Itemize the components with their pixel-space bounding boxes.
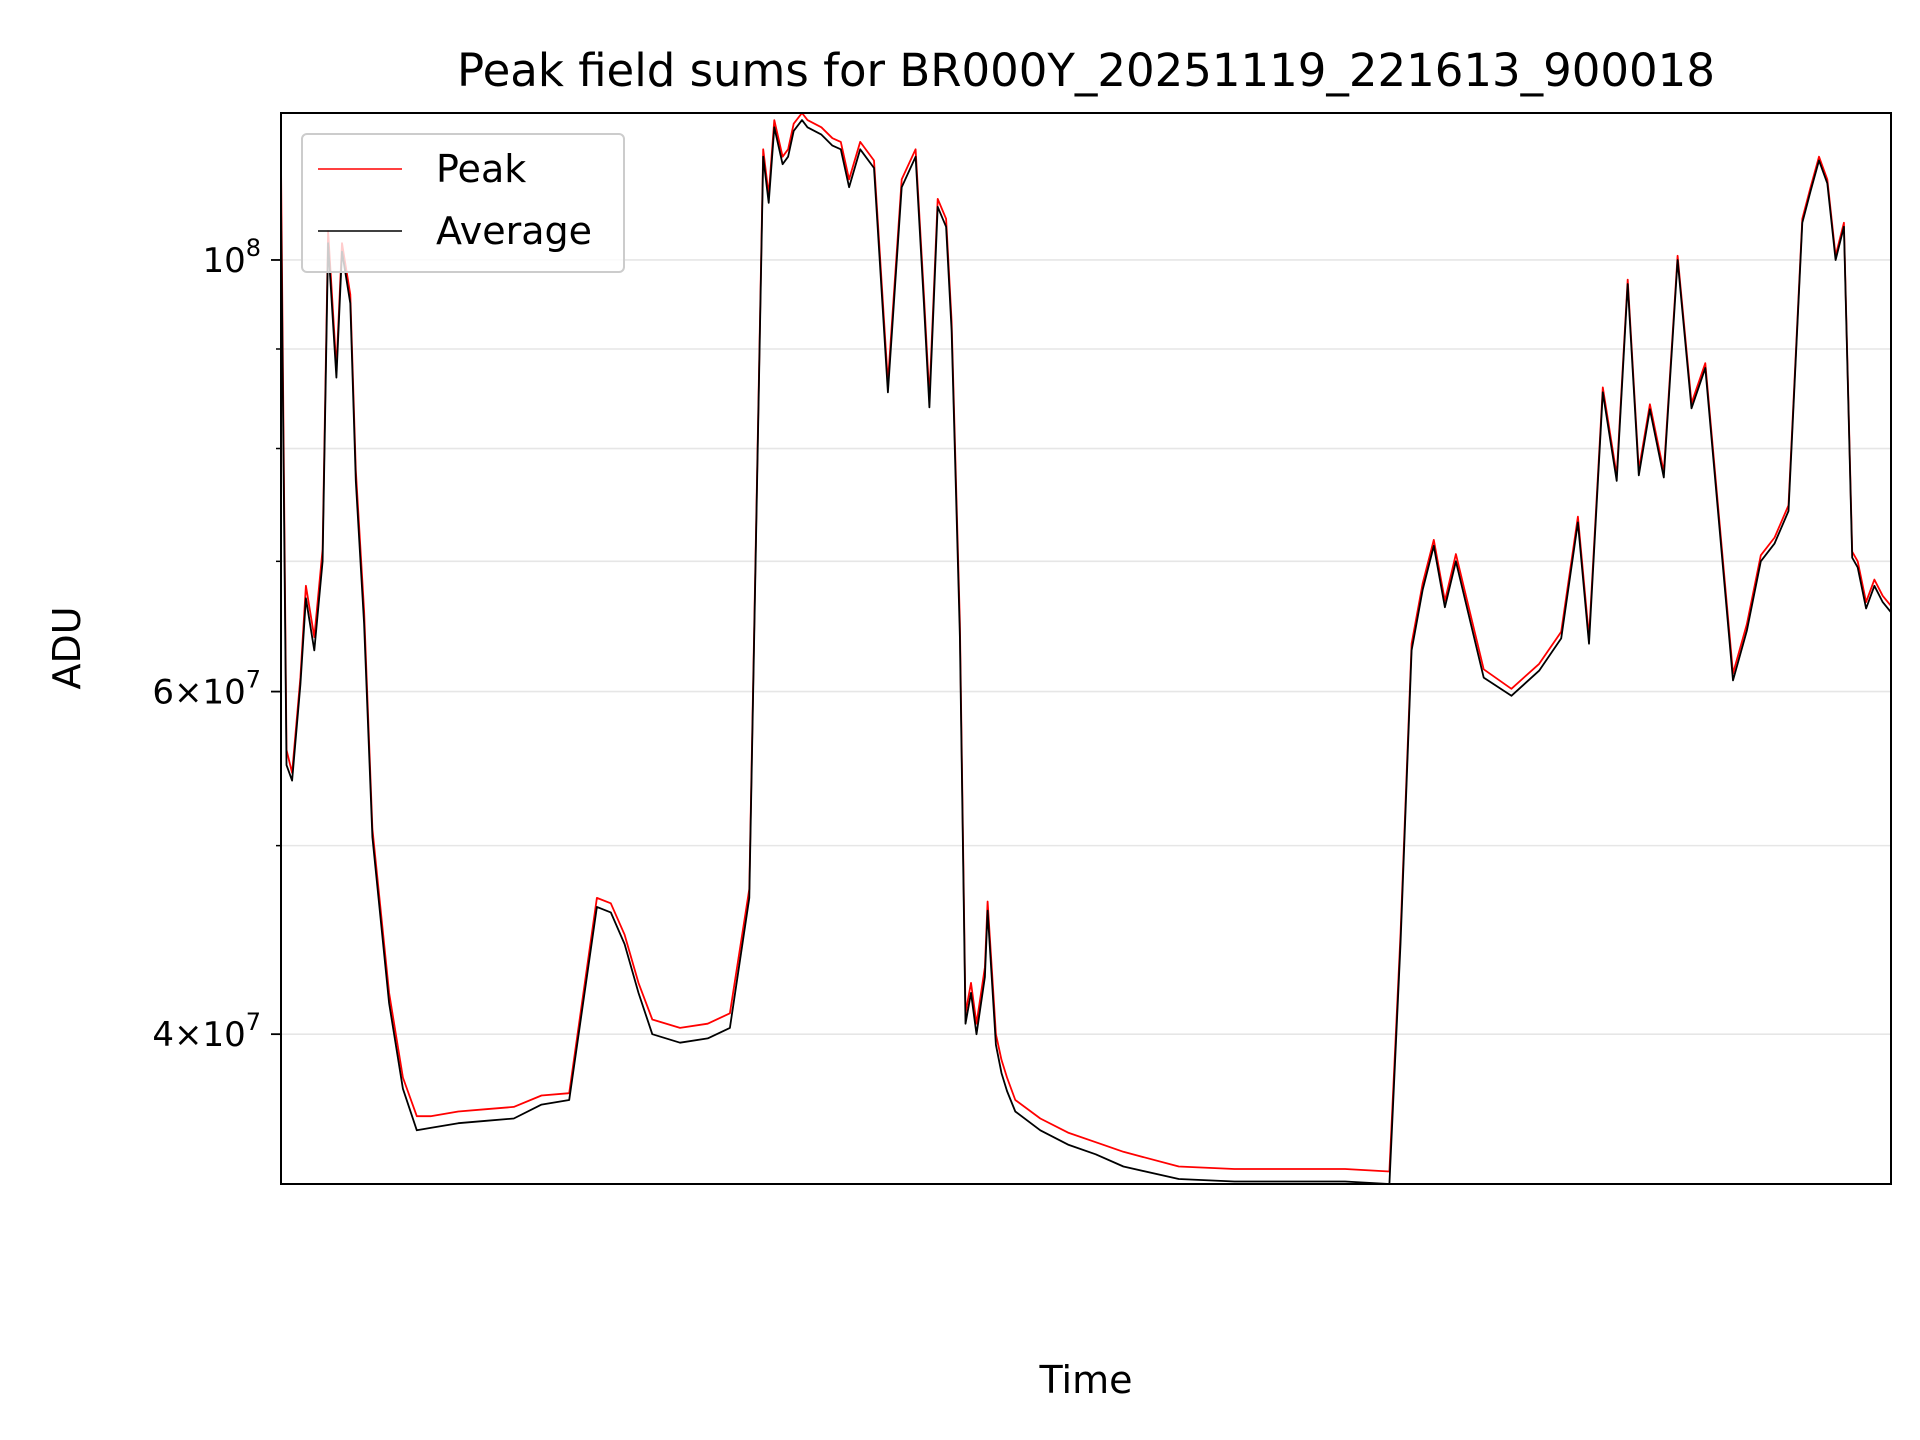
y-tick-label: 4×107	[152, 1008, 261, 1055]
legend-label-average: Average	[436, 209, 592, 253]
grid	[281, 259, 1891, 1035]
plot-frame	[280, 112, 1892, 1185]
y-tick-label: 6×107	[152, 666, 261, 713]
series-lines	[281, 113, 1891, 1184]
x-axis-label: Time	[1039, 1358, 1133, 1402]
legend: Peak Average	[301, 133, 625, 273]
series-line-average	[281, 119, 1891, 1184]
chart-title: Peak field sums for BR000Y_20251119_2216…	[457, 44, 1715, 97]
legend-label-peak: Peak	[436, 147, 526, 191]
y-axis-label: ADU	[45, 606, 89, 689]
